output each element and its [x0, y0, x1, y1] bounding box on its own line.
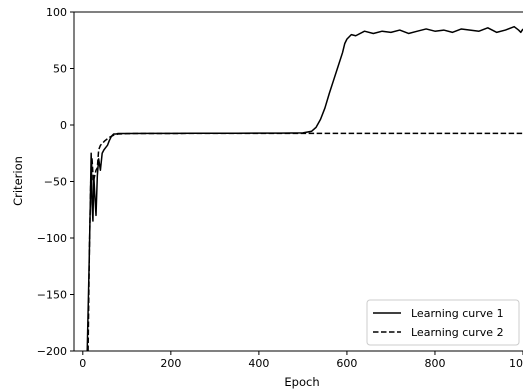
y-tick-label: 100 — [46, 6, 67, 19]
legend-label-2: Learning curve 2 — [411, 326, 504, 339]
x-tick-label: 200 — [160, 357, 181, 370]
plot-area — [74, 12, 523, 351]
series-line-1 — [86, 25, 523, 351]
y-axis-label-group: Criterion — [11, 156, 25, 206]
series-layer — [86, 25, 523, 351]
series-line-2 — [87, 132, 523, 351]
plot-background — [74, 12, 523, 351]
x-axis-label: Epoch — [284, 375, 319, 389]
x-tick-label: 400 — [248, 357, 269, 370]
x-tick-label: 1000 — [509, 357, 523, 370]
y-tick-label: 0 — [60, 119, 67, 132]
legend-label-1: Learning curve 1 — [411, 307, 504, 320]
tick-marks: 0 200 400 600 800 1000 −200 −150 −100 −50 0 50 100 — [37, 6, 523, 370]
y-axis-label: Criterion — [11, 156, 25, 206]
legend-box — [366, 299, 520, 346]
y-tick-label: 50 — [53, 63, 67, 76]
y-tick-label: −50 — [44, 176, 67, 189]
y-tick-label: −100 — [37, 232, 67, 245]
legend: Learning curve 1 Learning curve 2 — [366, 299, 520, 346]
x-tick-label: 600 — [336, 357, 357, 370]
x-tick-label: 0 — [79, 357, 86, 370]
y-tick-label: −150 — [37, 289, 67, 302]
y-tick-label: −200 — [37, 345, 67, 358]
x-tick-label: 800 — [424, 357, 445, 370]
